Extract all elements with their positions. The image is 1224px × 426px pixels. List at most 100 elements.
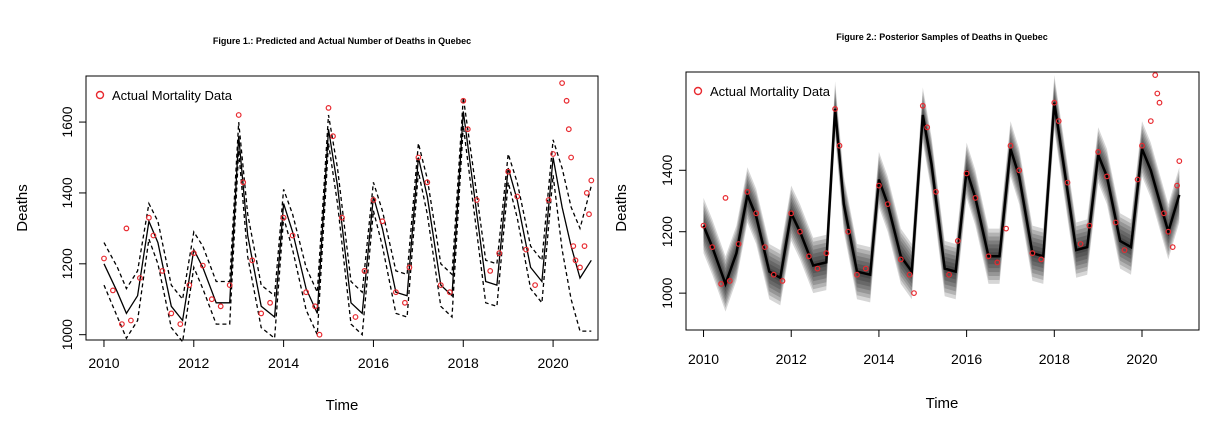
actual-mortality-point xyxy=(1156,99,1163,106)
actual-mortality-point xyxy=(226,282,233,289)
actual-mortality-point xyxy=(150,232,157,239)
chart-2-legend-label: Actual Mortality Data xyxy=(710,84,831,99)
x-tick-label: 2016 xyxy=(358,355,389,371)
actual-mortality-point xyxy=(588,177,595,184)
chart-2-ticks: 2010 2012 2014 2016 2018 2020 1000 1200 1400 xyxy=(659,155,1158,367)
actual-mortality-point xyxy=(402,299,408,306)
x-tick-label: 2010 xyxy=(88,355,119,371)
chart-1-legend-label: Actual Mortality Data xyxy=(112,88,233,103)
actual-mortality-point xyxy=(1103,173,1110,180)
actual-mortality-point xyxy=(919,102,926,109)
actual-mortality-point xyxy=(985,253,992,260)
actual-mortality-point xyxy=(1112,219,1119,226)
actual-mortality-point xyxy=(352,314,359,320)
x-tick-label: 2010 xyxy=(688,351,719,367)
actual-mortality-point xyxy=(159,268,166,274)
y-tick-label: 1400 xyxy=(659,155,675,186)
actual-mortality-point xyxy=(933,188,939,195)
actual-mortality-point xyxy=(744,188,751,195)
chart-1-points xyxy=(101,80,595,338)
actual-mortality-point xyxy=(460,97,467,104)
actual-mortality-point xyxy=(545,197,552,203)
actual-mortality-point xyxy=(884,201,891,208)
actual-mortality-point xyxy=(267,299,274,306)
actual-mortality-point xyxy=(568,154,574,161)
actual-mortality-point xyxy=(762,244,768,251)
actual-mortality-point xyxy=(845,228,852,235)
actual-mortality-point xyxy=(1016,167,1023,174)
actual-mortality-point xyxy=(570,243,577,250)
actual-mortality-point xyxy=(190,250,197,257)
actual-mortality-point xyxy=(316,331,323,338)
x-tick-label: 2018 xyxy=(1039,351,1070,367)
actual-mortality-point xyxy=(1134,176,1141,183)
actual-mortality-point xyxy=(280,214,287,221)
x-tick-label: 2020 xyxy=(538,355,569,371)
y-tick-label: 1000 xyxy=(59,319,75,350)
actual-mortality-point xyxy=(1077,241,1084,247)
posterior-median-line xyxy=(702,102,1181,288)
actual-mortality-point xyxy=(109,287,116,294)
chart-2-title: Figure 2.: Posterior Samples of Deaths i… xyxy=(836,32,1048,42)
predicted-line xyxy=(103,111,592,323)
actual-mortality-point xyxy=(1086,222,1093,229)
actual-mortality-point xyxy=(735,241,742,247)
actual-mortality-point xyxy=(249,257,256,264)
x-tick-label: 2012 xyxy=(776,351,807,367)
actual-mortality-point xyxy=(379,218,386,225)
chart-2-posterior-samples xyxy=(702,75,1181,312)
chart-2-legend: Actual Mortality Data xyxy=(693,84,831,99)
y-tick-label: 1200 xyxy=(59,248,75,279)
actual-mortality-point xyxy=(235,112,242,118)
actual-mortality-point xyxy=(906,271,913,278)
actual-mortality-point xyxy=(303,289,310,296)
actual-mortality-point xyxy=(415,154,422,161)
x-tick-label: 2020 xyxy=(1126,351,1157,367)
upper-bound-line xyxy=(103,97,592,301)
actual-mortality-point xyxy=(1160,210,1167,217)
chart-1-ticks: 2010 2012 2014 2016 2018 2020 1000 1200 1400 1600 xyxy=(59,106,569,371)
actual-mortality-point xyxy=(289,232,296,239)
actual-mortality-point xyxy=(325,104,332,111)
chart-2-x-axis-label: Time xyxy=(926,395,959,412)
actual-mortality-point xyxy=(505,168,512,175)
actual-mortality-point xyxy=(473,197,480,203)
x-tick-label: 2016 xyxy=(951,351,982,367)
actual-mortality-point xyxy=(586,211,592,218)
chart-1-legend-marker xyxy=(95,90,105,100)
actual-mortality-point xyxy=(577,264,583,271)
actual-mortality-point xyxy=(1152,72,1159,78)
actual-mortality-point xyxy=(446,289,453,296)
actual-mortality-point xyxy=(1029,250,1036,257)
actual-mortality-point xyxy=(753,210,760,217)
actual-mortality-point xyxy=(532,282,538,289)
actual-mortality-point xyxy=(1003,225,1009,232)
x-tick-label: 2012 xyxy=(178,355,209,371)
actual-mortality-point xyxy=(101,255,107,262)
actual-mortality-point xyxy=(722,194,729,201)
chart-2-legend-marker xyxy=(693,86,703,96)
actual-mortality-point xyxy=(911,290,917,297)
actual-mortality-point xyxy=(1165,228,1172,235)
y-tick-label: 1600 xyxy=(59,106,75,137)
chart-2-y-axis-label: Deaths xyxy=(613,184,630,232)
actual-mortality-point xyxy=(424,179,431,186)
actual-mortality-point xyxy=(168,310,175,317)
actual-mortality-point xyxy=(805,253,812,260)
actual-mortality-point xyxy=(118,321,125,328)
actual-mortality-point xyxy=(330,133,336,140)
actual-mortality-point xyxy=(1174,182,1180,189)
actual-mortality-point xyxy=(718,281,724,287)
actual-mortality-point xyxy=(1147,118,1154,124)
actual-mortality-point xyxy=(709,244,716,251)
actual-mortality-point xyxy=(583,189,590,196)
actual-mortality-point xyxy=(581,243,588,250)
chart-panel-2: Figure 2.: Posterior Samples of Deaths i… xyxy=(613,32,1200,412)
actual-mortality-point xyxy=(1176,158,1183,165)
actual-mortality-point xyxy=(862,265,869,272)
actual-mortality-point xyxy=(563,97,570,104)
actual-mortality-point xyxy=(127,317,134,324)
actual-mortality-point xyxy=(186,282,193,289)
chart-1-legend: Actual Mortality Data xyxy=(95,88,233,103)
